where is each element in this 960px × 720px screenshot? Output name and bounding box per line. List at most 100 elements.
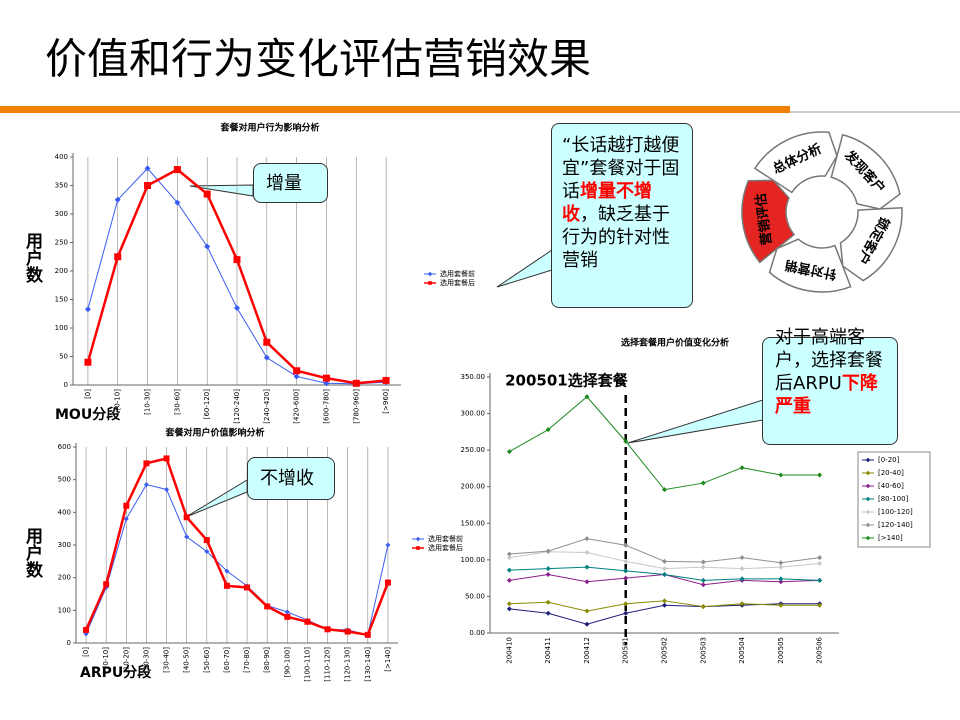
- x-tick-label: 200502: [661, 637, 669, 664]
- point: [83, 626, 90, 633]
- callout-segment: ，缺乏基于行为的针对性营销: [562, 204, 670, 271]
- cycle-step: [753, 131, 838, 194]
- point: [662, 487, 667, 493]
- x-tick-label: [240-420]: [263, 389, 271, 424]
- y-tick-label: 0.00: [469, 629, 485, 637]
- point: [184, 534, 190, 540]
- x-tick-label: [>140]: [384, 647, 392, 672]
- x-tick-label: 200504: [738, 636, 746, 663]
- point: [700, 582, 706, 588]
- x-axis-label: ARPU分段: [80, 665, 152, 681]
- x-tick-label: [40-50]: [183, 647, 191, 673]
- y-tick-label: 300: [58, 541, 71, 549]
- point: [817, 472, 823, 478]
- x-tick-label: [>960]: [382, 389, 390, 414]
- legend-label: [120-140]: [878, 521, 913, 529]
- callout: 对于高端客户，选择套餐后ARPU下降严重: [762, 327, 898, 445]
- y-tick-label: 300.00: [461, 410, 486, 418]
- point: [817, 561, 823, 567]
- point: [584, 394, 590, 400]
- callout-text: “长话越打越便宜”套餐对于固话增量不增收，缺乏基于行为的针对性营销: [562, 134, 684, 272]
- point: [545, 599, 551, 605]
- point: [739, 601, 745, 607]
- x-tick-label: [10-30]: [144, 389, 152, 415]
- y-axis-label: 用户数: [22, 232, 42, 283]
- point: [384, 579, 391, 586]
- point: [224, 568, 230, 574]
- x-tick-label: [80-90]: [263, 647, 271, 673]
- callout-segment: 增量: [266, 173, 302, 194]
- cycle-step: [839, 207, 903, 282]
- x-tick-label: [30-60]: [173, 389, 181, 415]
- legend-label: [20-40]: [878, 469, 904, 477]
- y-tick-label: 0: [67, 639, 71, 647]
- point: [506, 449, 512, 455]
- x-tick-label: [110-120]: [324, 647, 332, 682]
- callout-segment: 对于高端客户，选择套餐后ARPU: [775, 327, 883, 394]
- legend-label: [0-20]: [878, 456, 900, 464]
- point: [545, 566, 551, 572]
- point: [284, 613, 291, 620]
- x-tick-label: 200503: [699, 637, 707, 664]
- point: [323, 380, 330, 387]
- point: [344, 628, 351, 635]
- series-line: [84, 456, 390, 637]
- point: [545, 427, 551, 433]
- point: [506, 567, 512, 573]
- cycle-step: [741, 179, 796, 264]
- point: [739, 555, 745, 561]
- point: [284, 609, 290, 615]
- legend-label: 选用套餐前: [440, 269, 475, 278]
- point: [123, 502, 130, 509]
- point: [183, 514, 190, 521]
- point: [173, 166, 181, 174]
- point: [817, 602, 823, 608]
- point: [623, 438, 629, 444]
- x-tick-label: [20-30]: [142, 647, 150, 673]
- x-tick-label: [130-140]: [364, 647, 372, 682]
- point: [778, 579, 784, 585]
- point: [700, 480, 706, 486]
- y-tick-label: 200.00: [461, 483, 486, 491]
- y-tick-label: 200: [55, 267, 68, 275]
- y-tick-label: 250: [55, 239, 68, 247]
- y-tick-label: 100: [58, 606, 71, 614]
- point: [739, 566, 745, 572]
- legend-label: 选用套餐后: [440, 278, 475, 287]
- point: [324, 626, 331, 633]
- x-tick-label: [50-60]: [203, 647, 211, 673]
- callout-segment: 不增收: [260, 468, 314, 489]
- point: [865, 457, 871, 463]
- point: [293, 367, 301, 375]
- x-tick-label: [60-70]: [223, 647, 231, 673]
- y-tick-label: 500: [58, 476, 71, 484]
- point: [204, 549, 210, 555]
- point: [662, 602, 667, 608]
- y-tick-label: 350.00: [461, 373, 486, 381]
- y-axis-label: 用户数: [22, 527, 42, 578]
- point: [263, 354, 270, 361]
- point: [263, 338, 271, 346]
- point: [623, 610, 629, 616]
- point: [164, 486, 170, 492]
- x-tick-label: [0-10]: [102, 647, 110, 669]
- y-tick-label: 100.00: [461, 556, 486, 564]
- callout-segment: 下降严重: [775, 373, 878, 417]
- y-tick-label: 0: [64, 381, 68, 389]
- point: [778, 560, 784, 566]
- point: [163, 455, 170, 462]
- point: [584, 564, 590, 570]
- point: [865, 483, 871, 489]
- x-tick-label: [120-240]: [233, 389, 241, 424]
- y-tick-label: 400: [58, 508, 71, 516]
- x-tick-label: [60-120]: [203, 389, 211, 420]
- point: [700, 604, 706, 610]
- point: [322, 374, 330, 382]
- legend-label: 选用套餐后: [428, 543, 463, 552]
- title-rule: [0, 106, 790, 113]
- point: [865, 535, 871, 541]
- x-tick-label: [100-110]: [303, 647, 311, 682]
- legend-label: [80-100]: [878, 495, 909, 503]
- point: [623, 558, 629, 564]
- x-tick-label: [70-80]: [243, 647, 251, 673]
